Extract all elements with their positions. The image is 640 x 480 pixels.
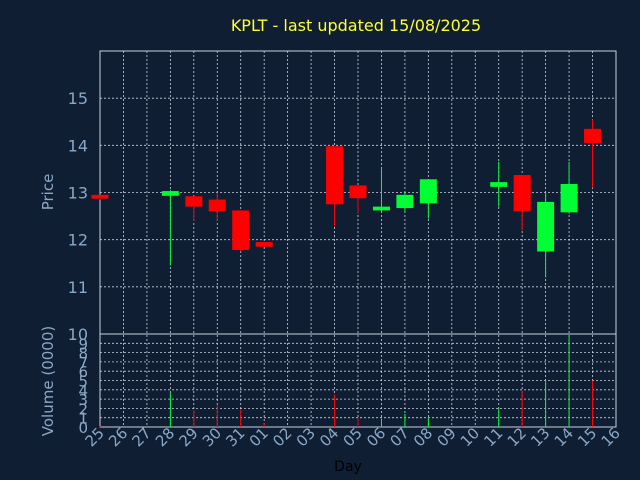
- price-tick-label: 12: [68, 231, 88, 250]
- x-axis-label: Day: [334, 459, 362, 475]
- volume-tick-label: 4: [78, 382, 88, 400]
- x-tick-label: 10: [457, 424, 483, 450]
- x-tick-label: 09: [433, 424, 459, 450]
- x-tick-label: 03: [293, 424, 319, 450]
- price-tick-label: 10: [68, 325, 88, 344]
- price-tick-label: 13: [68, 184, 88, 203]
- volume-tick-label: 1: [78, 410, 88, 428]
- x-tick-label: 28: [152, 424, 178, 450]
- candle-body: [208, 199, 226, 212]
- marks-layer: [91, 119, 602, 427]
- candle-body: [490, 182, 508, 187]
- x-tick-label: 02: [269, 424, 295, 450]
- x-tick-label: 15: [574, 424, 600, 450]
- volume-tick-label: 9: [78, 335, 88, 353]
- volume-tick-label: 3: [78, 391, 88, 409]
- candle-body: [537, 201, 555, 252]
- x-tick-label: 01: [246, 424, 272, 450]
- candle-body: [161, 191, 179, 196]
- volume-tick-label: 7: [78, 354, 88, 372]
- candle-body: [326, 146, 344, 205]
- candle-body: [396, 194, 414, 209]
- price-tick-label: 14: [68, 136, 88, 155]
- x-tick-label: 26: [105, 424, 131, 450]
- volume-axis-label: Volume (0000): [39, 326, 57, 436]
- x-tick-label: 04: [316, 424, 342, 450]
- candle-body: [419, 179, 437, 204]
- ticks-layer: 1011121314150123456789252627282930310102…: [68, 89, 624, 450]
- candle-body: [513, 175, 531, 212]
- x-tick-label: 30: [199, 424, 225, 450]
- volume-tick-label: 0: [78, 419, 88, 437]
- volume-tick-label: 2: [78, 400, 88, 418]
- candle-body: [584, 128, 602, 143]
- x-tick-label: 06: [363, 424, 389, 450]
- chart-title: KPLT - last updated 15/08/2025: [231, 16, 481, 35]
- x-tick-label: 31: [222, 424, 248, 450]
- x-tick-label: 27: [129, 424, 155, 450]
- price-tick-label: 15: [68, 89, 88, 108]
- volume-tick-label: 8: [78, 345, 88, 363]
- x-tick-label: 29: [175, 424, 201, 450]
- candle-body: [91, 194, 109, 199]
- volume-tick-label: 6: [78, 363, 88, 381]
- x-tick-label: 08: [410, 424, 436, 450]
- volume-tick-label: 5: [78, 373, 88, 391]
- x-tick-label: 13: [527, 424, 553, 450]
- x-tick-label: 16: [598, 424, 624, 450]
- candle-body: [255, 242, 273, 247]
- x-tick-label: 05: [340, 424, 366, 450]
- grid-layer: [99, 50, 617, 428]
- x-tick-label: 14: [551, 424, 577, 450]
- candle-body: [560, 184, 578, 213]
- candle-body: [185, 196, 203, 207]
- price-axis-label: Price: [39, 174, 57, 211]
- x-tick-label: 07: [387, 424, 413, 450]
- candle-body: [372, 206, 390, 211]
- candle-body: [232, 210, 250, 251]
- candle-body: [349, 185, 367, 199]
- x-tick-label: 12: [504, 424, 530, 450]
- x-tick-label: 11: [480, 424, 506, 450]
- price-tick-label: 11: [68, 278, 88, 297]
